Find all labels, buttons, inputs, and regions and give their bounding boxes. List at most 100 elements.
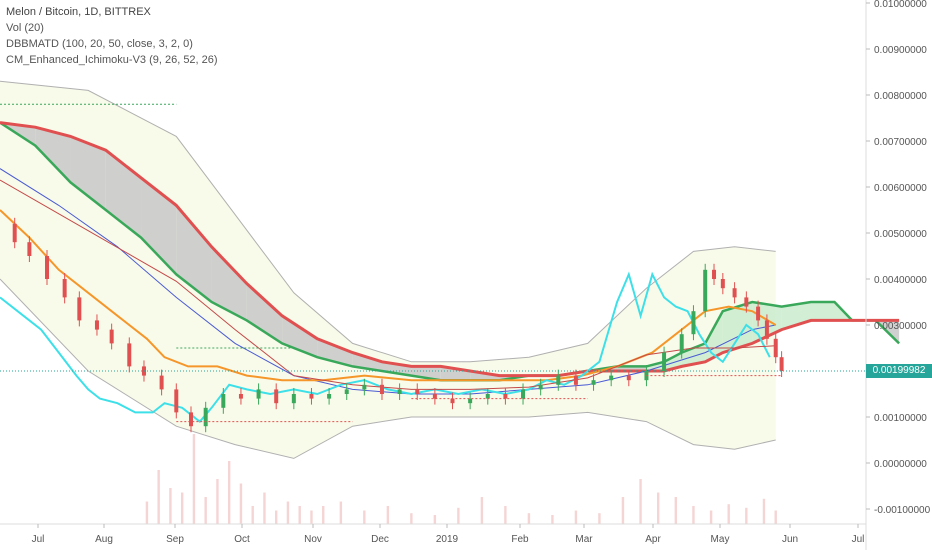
candle-body <box>485 394 490 399</box>
volume-bar <box>774 510 777 524</box>
volume-bar <box>286 501 290 524</box>
volume-bar <box>322 506 325 524</box>
ichimoku-cloud-segment <box>70 136 106 210</box>
ichimoku-cloud-segment <box>681 343 706 367</box>
indicator-dbbmatd: DBBMATD (100, 20, 50, close, 3, 2, 0) <box>6 38 193 50</box>
volume-bar <box>598 513 601 524</box>
candle-body <box>720 279 725 289</box>
candle-body <box>344 389 349 394</box>
x-tick-label: Jun <box>782 534 798 545</box>
y-tick-label: 0.01000000 <box>874 0 927 10</box>
y-tick-label: 0.00300000 <box>874 321 927 332</box>
volume-bar <box>251 506 254 524</box>
candle-body <box>188 412 193 427</box>
senkou-b-line <box>0 121 900 378</box>
y-tick-label: 0.00000000 <box>874 459 927 470</box>
ichimoku-cloud-segment <box>282 315 318 358</box>
candle-body <box>397 389 402 394</box>
ichimoku-cloud-segment <box>246 283 283 344</box>
senkou-a-line <box>0 121 900 382</box>
volume-bar <box>192 434 196 524</box>
candle-body <box>744 297 749 307</box>
volume-bar <box>298 506 301 524</box>
candle-body <box>94 320 99 330</box>
ichimoku-cloud-segment <box>211 246 247 321</box>
x-tick-label: May <box>711 534 730 545</box>
x-tick-label: Sep <box>166 534 184 545</box>
volume-bar <box>363 510 366 524</box>
x-tick-label: Aug <box>95 534 113 545</box>
last-price-badge: 0.00199982 <box>866 364 932 378</box>
volume-bar <box>410 513 413 524</box>
volume-bar <box>639 479 642 524</box>
x-tick-label: Jul <box>852 534 865 545</box>
volume-bar <box>674 497 678 524</box>
candle-body <box>238 394 243 399</box>
ichimoku-cloud-segment <box>35 127 71 183</box>
chart-title: Melon / Bitcoin, 1D, BITTREX <box>6 6 151 18</box>
ichimoku-cloud-segment <box>0 122 36 146</box>
candle-body <box>732 288 737 298</box>
candle-body <box>679 334 684 353</box>
candle-body <box>450 398 455 404</box>
candle-body <box>109 329 114 344</box>
volume-bar <box>527 513 531 524</box>
x-tick-label: Mar <box>575 534 593 545</box>
volume-bar <box>762 498 766 524</box>
candle-body <box>503 394 508 399</box>
y-tick-label: -0.00100000 <box>874 505 931 516</box>
candle-body <box>432 394 437 399</box>
candle-body <box>379 384 384 394</box>
ichimoku-cloud-segment <box>176 205 212 302</box>
x-tick-label: Dec <box>371 534 389 545</box>
volume-bar <box>169 488 172 524</box>
candle-body <box>703 269 708 312</box>
volume-bar <box>386 506 390 524</box>
candle-body <box>712 269 717 279</box>
volume-bar <box>239 483 243 524</box>
volume-bar <box>745 507 748 524</box>
volume-bar <box>310 510 313 524</box>
x-tick-label: Oct <box>234 534 250 545</box>
candle-body <box>773 338 778 358</box>
candle-body <box>174 389 179 413</box>
candle-body <box>27 242 32 256</box>
y-tick-label: 0.00700000 <box>874 137 927 148</box>
ichimoku-cloud-segment <box>781 302 811 330</box>
candle-body <box>141 366 146 376</box>
volume-bar <box>574 510 578 524</box>
volume-bar <box>275 510 278 524</box>
volume-bar <box>692 506 695 524</box>
volume-bar <box>204 497 207 524</box>
volume-bar <box>145 501 149 524</box>
bollinger-upper-line <box>0 80 776 363</box>
candle-body <box>274 389 279 404</box>
chart-legend: Melon / Bitcoin, 1D, BITTREX Vol (20) DB… <box>6 4 218 68</box>
y-tick-label: 0.00900000 <box>874 45 927 56</box>
volume-bar <box>227 461 231 524</box>
volume-bar <box>457 507 460 524</box>
x-tick-label: Feb <box>511 534 529 545</box>
candle-body <box>538 384 543 390</box>
candle-body <box>256 389 261 399</box>
candle-body <box>521 389 526 399</box>
candle-body <box>327 394 332 399</box>
candle-body <box>468 398 473 404</box>
volume-bar <box>180 492 184 524</box>
candle-body <box>609 375 614 381</box>
candle-body <box>764 320 769 339</box>
candle-body <box>662 352 667 371</box>
candle-body <box>573 375 578 385</box>
x-tick-label: Jul <box>32 534 45 545</box>
bollinger-band-fill <box>0 81 776 459</box>
candle-body <box>62 279 67 298</box>
indicator-volume: Vol (20) <box>6 22 44 34</box>
candle-body <box>159 375 164 390</box>
volume-bar <box>339 501 343 524</box>
bollinger-basis-line <box>0 179 776 390</box>
candle-body <box>556 375 561 385</box>
volume-bar <box>727 504 730 524</box>
candle-body <box>45 256 50 279</box>
